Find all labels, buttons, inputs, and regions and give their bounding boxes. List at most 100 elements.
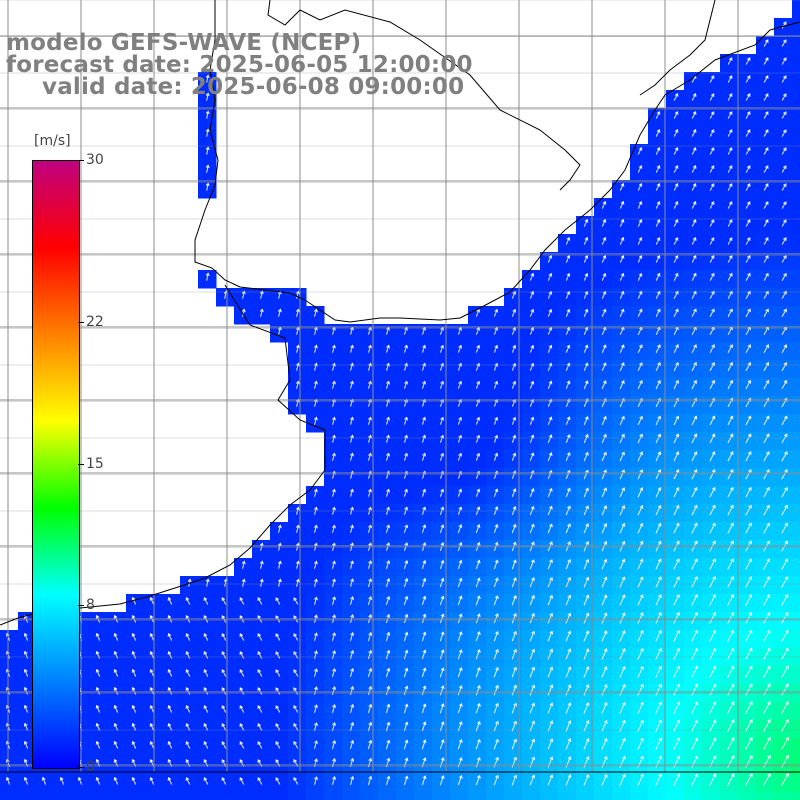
wind-arrow <box>547 416 553 425</box>
wind-arrow <box>113 776 119 785</box>
wind-speed-cell <box>54 792 73 800</box>
wind-arrow <box>601 612 608 624</box>
wind-arrow <box>691 755 699 768</box>
wind-arrow <box>332 776 337 785</box>
wind-arrow <box>493 666 499 678</box>
wind-arrow <box>457 524 463 533</box>
wind-arrow <box>745 308 751 317</box>
wind-arrow <box>403 577 409 588</box>
wind-arrow <box>185 723 191 731</box>
wind-arrow <box>422 362 426 371</box>
wind-arrow <box>404 344 408 353</box>
wind-arrow <box>350 488 354 497</box>
wind-arrow <box>691 665 699 678</box>
wind-arrow <box>511 416 517 425</box>
wind-arrow <box>727 201 733 209</box>
wind-arrow <box>745 522 752 534</box>
wind-arrow <box>691 344 697 354</box>
wind-speed-cell <box>792 522 800 541</box>
wind-arrow <box>745 183 751 191</box>
wind-arrow <box>167 668 173 677</box>
wind-arrow <box>727 308 733 317</box>
wind-arrow <box>745 415 752 426</box>
wind-arrow <box>241 308 246 317</box>
wind-arrow <box>547 702 554 714</box>
wind-arrow <box>601 773 608 786</box>
wind-arrow <box>5 776 11 785</box>
wind-arrow <box>295 560 300 569</box>
wind-arrow <box>257 669 263 677</box>
wind-arrow <box>781 183 787 191</box>
wind-arrow <box>673 219 679 227</box>
wind-arrow <box>131 596 137 605</box>
wind-arrow <box>565 523 571 534</box>
wind-arrow <box>493 434 499 443</box>
wind-arrow <box>511 577 517 588</box>
wind-arrow <box>439 703 445 714</box>
wind-speed-cell <box>792 612 800 631</box>
wind-speed-cell <box>792 54 800 73</box>
wind-arrow <box>547 612 554 624</box>
wind-arrow <box>673 755 681 768</box>
wind-arrow <box>257 741 263 749</box>
wind-arrow <box>295 308 300 317</box>
wind-arrow <box>673 201 679 209</box>
wind-arrow <box>763 219 769 227</box>
colorbar-tick-mark <box>78 767 84 768</box>
wind-arrow <box>781 486 788 498</box>
wind-arrow <box>655 290 661 299</box>
wind-arrow <box>727 290 733 299</box>
wind-arrow <box>547 594 553 606</box>
wind-arrow <box>332 758 337 767</box>
wind-speed-cell <box>792 396 800 415</box>
wind-arrow <box>185 651 191 659</box>
wind-speed-cell <box>792 630 800 649</box>
wind-arrow <box>547 630 554 642</box>
wind-arrow <box>601 630 608 642</box>
wind-speed-cell <box>36 792 55 800</box>
wind-arrow <box>781 433 788 444</box>
wind-arrow <box>149 668 155 677</box>
wind-arrow <box>601 236 607 245</box>
wind-arrow <box>203 723 209 731</box>
wind-arrow <box>619 701 626 714</box>
wind-arrow <box>149 632 155 641</box>
wind-arrow <box>475 702 481 714</box>
wind-arrow <box>691 129 697 137</box>
wind-arrow <box>511 308 517 317</box>
wind-arrow <box>781 290 787 299</box>
wind-arrow <box>763 433 770 444</box>
colorbar <box>32 160 80 769</box>
wind-arrow <box>205 128 210 137</box>
wind-arrow <box>295 524 300 533</box>
wind-speed-cell <box>684 792 703 800</box>
wind-arrow <box>439 559 445 570</box>
wind-arrow <box>511 344 517 353</box>
wind-arrow <box>583 272 589 281</box>
wind-arrow <box>421 577 427 588</box>
wind-arrow <box>457 452 463 461</box>
wind-arrow <box>583 487 589 498</box>
wind-arrow <box>404 488 408 497</box>
wind-arrow <box>745 504 752 516</box>
wind-arrow <box>583 218 589 227</box>
wind-arrow <box>637 576 644 588</box>
wind-arrow <box>440 362 445 371</box>
wind-arrow <box>763 701 771 714</box>
wind-arrow <box>763 57 769 65</box>
wind-arrow <box>205 182 210 191</box>
wind-arrow <box>709 701 717 714</box>
wind-arrow <box>601 701 608 714</box>
wind-arrow <box>727 522 734 534</box>
wind-arrow <box>475 524 481 534</box>
wind-arrow <box>386 362 390 371</box>
wind-speed-cell <box>360 792 379 800</box>
wind-arrow <box>709 308 715 317</box>
wind-arrow <box>440 380 445 389</box>
wind-arrow <box>691 611 698 624</box>
wind-arrow <box>440 452 445 461</box>
wind-arrow <box>257 633 263 641</box>
wind-arrow <box>332 488 336 497</box>
